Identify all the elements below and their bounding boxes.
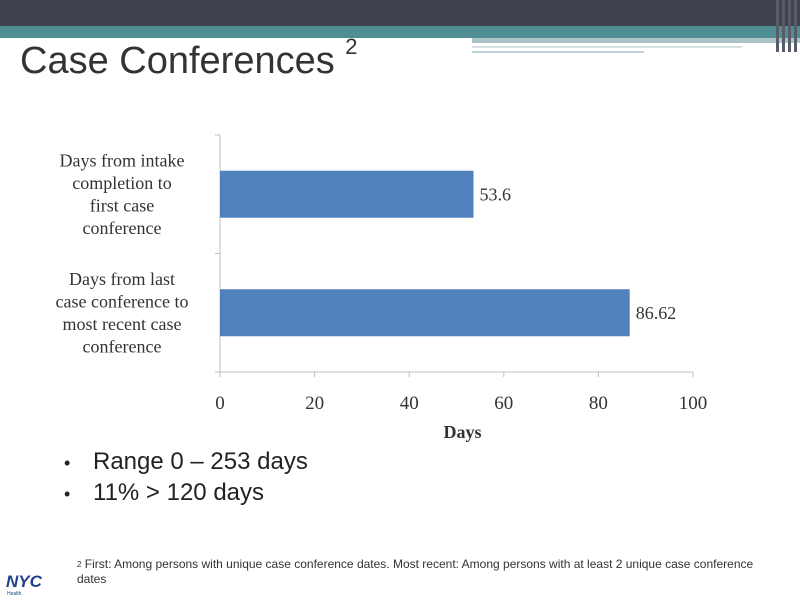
bar-chart: 0 20 40 60 80 100 Days 53.6 Days from intakecomp… — [56, 134, 708, 442]
banner-decoration — [788, 0, 791, 52]
x-tick-label: 80 — [589, 393, 608, 414]
bullet-text: Range 0 – 253 days — [93, 448, 308, 475]
x-tick-label: 20 — [305, 393, 324, 414]
nyc-health-logo: NYC Health — [6, 572, 43, 596]
slide-title: Case Conferences 2 — [20, 34, 358, 83]
bullet-icon: • — [64, 453, 71, 473]
logo-subtext: Health — [7, 591, 22, 596]
x-tick-label: 60 — [494, 393, 513, 414]
footnote-marker: 2 — [77, 560, 82, 569]
x-tick-label: 40 — [400, 393, 419, 414]
banner-decoration — [794, 0, 797, 52]
bar-value-label: 53.6 — [480, 184, 512, 204]
category-label: Days from last — [69, 269, 175, 289]
bullet-item: • Range 0 – 253 days — [64, 446, 308, 477]
category-label: conference — [83, 337, 162, 357]
category-label: completion to — [72, 173, 171, 193]
footnote-text: First: Among persons with unique case co… — [77, 557, 754, 586]
footnote: 2 First: Among persons with unique case … — [77, 557, 757, 587]
banner-decoration — [782, 0, 785, 52]
bullet-text: 11% > 120 days — [93, 479, 265, 506]
top-banner-accent — [0, 26, 800, 38]
category-label: Days from intake — [60, 151, 185, 171]
bar — [220, 289, 630, 337]
bullet-icon: • — [64, 484, 71, 504]
logo-text: NYC — [6, 572, 43, 591]
bar — [220, 170, 474, 218]
banner-decoration — [472, 46, 742, 48]
category-label: case conference to — [56, 292, 189, 312]
x-tick-label: 100 — [679, 393, 708, 414]
banner-decoration — [776, 0, 779, 52]
x-tick-label: 0 — [215, 393, 225, 414]
category-label: most recent case — [63, 314, 182, 334]
x-axis-title: Days — [443, 422, 481, 442]
bullet-list: • Range 0 – 253 days • 11% > 120 days — [64, 446, 308, 508]
banner-decoration — [472, 38, 800, 43]
category-label: first case — [90, 196, 154, 216]
category-label: conference — [83, 218, 162, 238]
bullet-item: • 11% > 120 days — [64, 477, 308, 508]
top-banner — [0, 0, 800, 26]
title-superscript: 2 — [345, 34, 358, 59]
banner-decoration — [472, 51, 644, 53]
bar-value-label: 86.62 — [636, 303, 677, 323]
slide-title-text: Case Conferences — [20, 40, 335, 82]
